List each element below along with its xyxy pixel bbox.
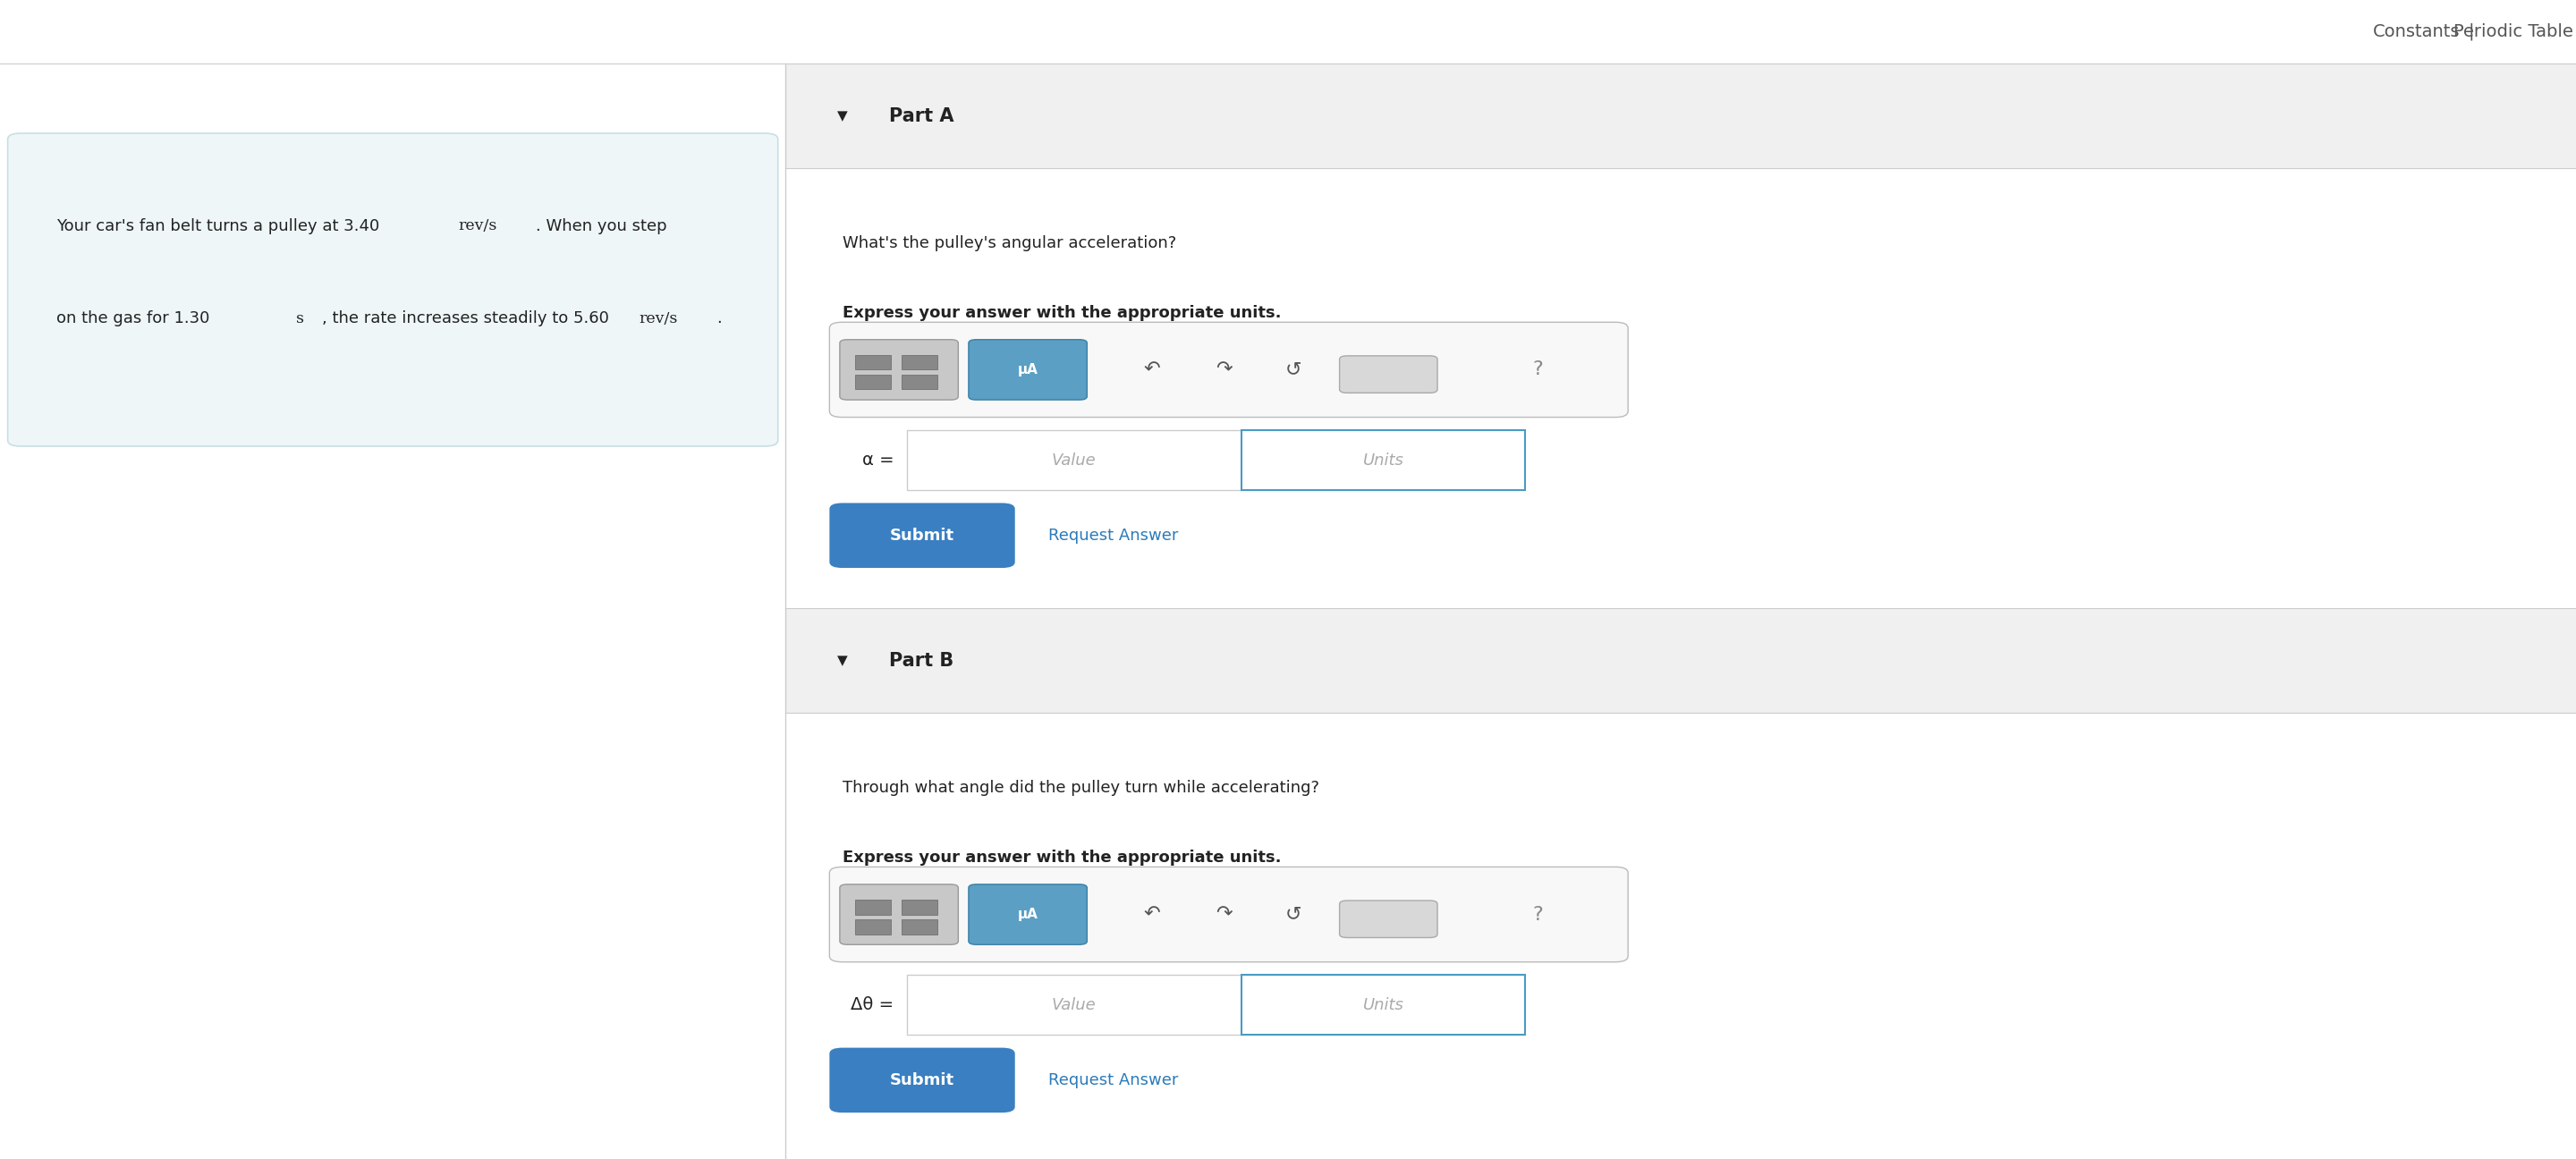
- FancyBboxPatch shape: [855, 899, 891, 914]
- Text: Value: Value: [1051, 997, 1097, 1013]
- Text: Periodic Table: Periodic Table: [2455, 23, 2573, 41]
- Text: ?: ?: [1533, 905, 1543, 924]
- FancyBboxPatch shape: [907, 975, 1242, 1035]
- FancyBboxPatch shape: [829, 867, 1628, 962]
- FancyBboxPatch shape: [8, 133, 778, 446]
- Text: Express your answer with the appropriate units.: Express your answer with the appropriate…: [842, 850, 1280, 866]
- FancyBboxPatch shape: [855, 355, 891, 370]
- FancyBboxPatch shape: [902, 919, 938, 934]
- FancyBboxPatch shape: [902, 899, 938, 914]
- Text: rev/s: rev/s: [459, 218, 497, 234]
- Text: ↶: ↶: [1144, 905, 1159, 924]
- Text: Express your answer with the appropriate units.: Express your answer with the appropriate…: [842, 305, 1280, 321]
- FancyBboxPatch shape: [902, 374, 938, 389]
- FancyBboxPatch shape: [969, 340, 1087, 400]
- Text: Request Answer: Request Answer: [1048, 1072, 1177, 1088]
- Text: Part A: Part A: [889, 107, 953, 125]
- FancyBboxPatch shape: [969, 884, 1087, 945]
- FancyBboxPatch shape: [829, 322, 1628, 417]
- FancyBboxPatch shape: [907, 430, 1242, 490]
- Text: ↺: ↺: [1285, 905, 1301, 924]
- Text: .: .: [716, 311, 721, 327]
- Text: . When you step: . When you step: [536, 218, 667, 234]
- Text: on the gas for 1.30: on the gas for 1.30: [57, 311, 216, 327]
- Text: Submit: Submit: [889, 527, 956, 544]
- Text: Request Answer: Request Answer: [1048, 527, 1177, 544]
- Text: rev/s: rev/s: [639, 311, 677, 327]
- FancyBboxPatch shape: [1340, 901, 1437, 938]
- Text: s: s: [296, 311, 304, 327]
- FancyBboxPatch shape: [855, 919, 891, 934]
- FancyBboxPatch shape: [786, 608, 2576, 713]
- Text: μA: μA: [1018, 907, 1038, 921]
- FancyBboxPatch shape: [840, 884, 958, 945]
- Text: α =: α =: [863, 452, 894, 468]
- FancyBboxPatch shape: [829, 503, 1015, 568]
- Text: Value: Value: [1051, 452, 1097, 468]
- Text: ?: ?: [1533, 360, 1543, 379]
- Text: ▼: ▼: [837, 109, 848, 123]
- FancyBboxPatch shape: [1242, 975, 1525, 1035]
- Text: Units: Units: [1363, 997, 1404, 1013]
- Text: ↷: ↷: [1216, 360, 1231, 379]
- Text: μA: μA: [1018, 363, 1038, 377]
- Text: Submit: Submit: [889, 1072, 956, 1088]
- Text: Part B: Part B: [889, 651, 953, 670]
- FancyBboxPatch shape: [786, 64, 2576, 168]
- Text: Δθ =: Δθ =: [850, 997, 894, 1013]
- FancyBboxPatch shape: [1340, 356, 1437, 393]
- Text: ▼: ▼: [837, 654, 848, 668]
- Text: |: |: [2468, 23, 2473, 41]
- Text: Through what angle did the pulley turn while accelerating?: Through what angle did the pulley turn w…: [842, 780, 1319, 796]
- Text: Units: Units: [1363, 452, 1404, 468]
- Text: ↷: ↷: [1216, 905, 1231, 924]
- FancyBboxPatch shape: [1242, 430, 1525, 490]
- Text: Your car's fan belt turns a pulley at 3.40: Your car's fan belt turns a pulley at 3.…: [57, 218, 384, 234]
- FancyBboxPatch shape: [902, 355, 938, 370]
- Text: ↺: ↺: [1285, 360, 1301, 379]
- Text: ↶: ↶: [1144, 360, 1159, 379]
- FancyBboxPatch shape: [829, 1048, 1015, 1113]
- FancyBboxPatch shape: [855, 374, 891, 389]
- Text: , the rate increases steadily to 5.60: , the rate increases steadily to 5.60: [322, 311, 613, 327]
- Text: Constants: Constants: [2372, 23, 2460, 41]
- FancyBboxPatch shape: [840, 340, 958, 400]
- Text: What's the pulley's angular acceleration?: What's the pulley's angular acceleration…: [842, 235, 1177, 252]
